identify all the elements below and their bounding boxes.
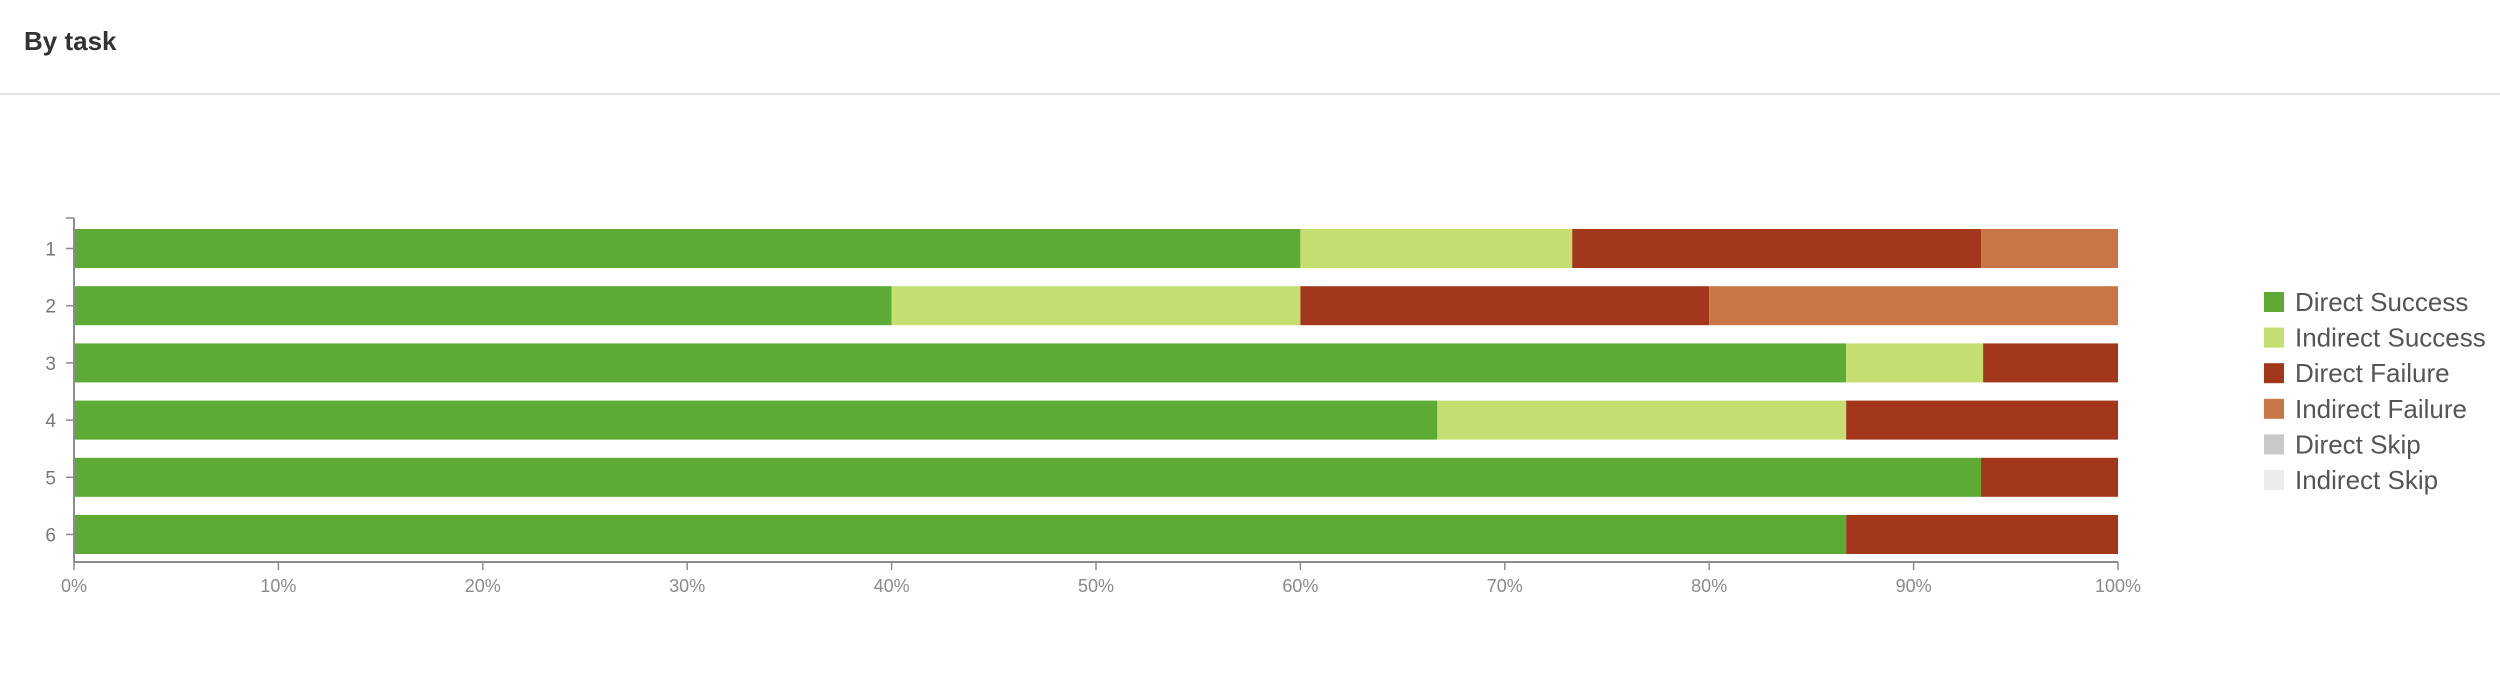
bar-segment-2-indirect-success xyxy=(891,286,1301,326)
legend-label-indirect-failure: Indirect Failure xyxy=(2295,394,2467,424)
legend-swatch-indirect-success xyxy=(2264,327,2284,348)
legend-swatch-direct-skip xyxy=(2264,434,2284,455)
bar-segment-3-direct-success xyxy=(74,343,1847,383)
legend-label-direct-skip: Direct Skip xyxy=(2295,429,2421,459)
bar-segment-4-direct-success xyxy=(74,400,1438,440)
category-label: 1 xyxy=(45,240,56,261)
category-label: 5 xyxy=(45,468,56,489)
bar-segment-1-indirect-success xyxy=(1300,229,1573,268)
bar-segment-3-direct-failure xyxy=(1983,343,2118,383)
category-label: 6 xyxy=(45,526,56,547)
x-tick-label: 50% xyxy=(1078,576,1114,596)
legend-label-indirect-skip: Indirect Skip xyxy=(2295,465,2438,495)
x-tick-label: 30% xyxy=(669,576,705,596)
x-tick-label: 20% xyxy=(465,576,501,596)
bar-segment-6-direct-failure xyxy=(1846,515,2118,554)
bar-segment-5-direct-failure xyxy=(1981,457,2118,497)
bar-segment-2-direct-success xyxy=(74,286,892,326)
x-tick-label: 40% xyxy=(874,576,910,596)
bar-segment-6-direct-success xyxy=(74,515,1847,554)
bar-segment-2-direct-failure xyxy=(1300,286,1710,326)
bar-segment-4-indirect-success xyxy=(1437,400,1847,440)
bar-segment-5-direct-success xyxy=(74,457,1982,497)
bar-segment-4-direct-failure xyxy=(1846,400,2118,440)
bar-segment-1-indirect-failure xyxy=(1981,229,2118,268)
x-tick-label: 60% xyxy=(1282,576,1318,596)
bar-segment-3-indirect-success xyxy=(1846,343,1984,383)
legend-swatch-direct-success xyxy=(2264,292,2284,312)
legend-label-direct-failure: Direct Failure xyxy=(2295,358,2450,388)
x-tick-label: 100% xyxy=(2095,576,2141,596)
legend-swatch-indirect-failure xyxy=(2264,398,2284,419)
x-tick-label: 0% xyxy=(61,576,87,596)
x-tick-label: 70% xyxy=(1487,576,1523,596)
legend-swatch-indirect-skip xyxy=(2264,470,2284,490)
legend: Direct Success Indirect Success Direct Fai… xyxy=(2264,287,2486,495)
bar-segment-1-direct-success xyxy=(74,229,1301,268)
x-tick-label: 10% xyxy=(260,576,296,596)
bar-segment-2-indirect-failure xyxy=(1709,286,2118,326)
x-tick-label: 90% xyxy=(1896,576,1932,596)
panel-header: By task xyxy=(0,0,2500,95)
category-label: 3 xyxy=(45,354,56,375)
panel-title: By task xyxy=(24,26,117,56)
legend-swatch-direct-failure xyxy=(2264,363,2284,384)
category-label: 4 xyxy=(45,411,56,432)
category-label: 2 xyxy=(45,297,56,318)
bars-group xyxy=(74,229,2118,554)
legend-label-indirect-success: Indirect Success xyxy=(2295,323,2486,353)
x-tick-label: 80% xyxy=(1691,576,1727,596)
bar-segment-1-direct-failure xyxy=(1572,229,1982,268)
legend-label-direct-success: Direct Success xyxy=(2295,287,2468,317)
